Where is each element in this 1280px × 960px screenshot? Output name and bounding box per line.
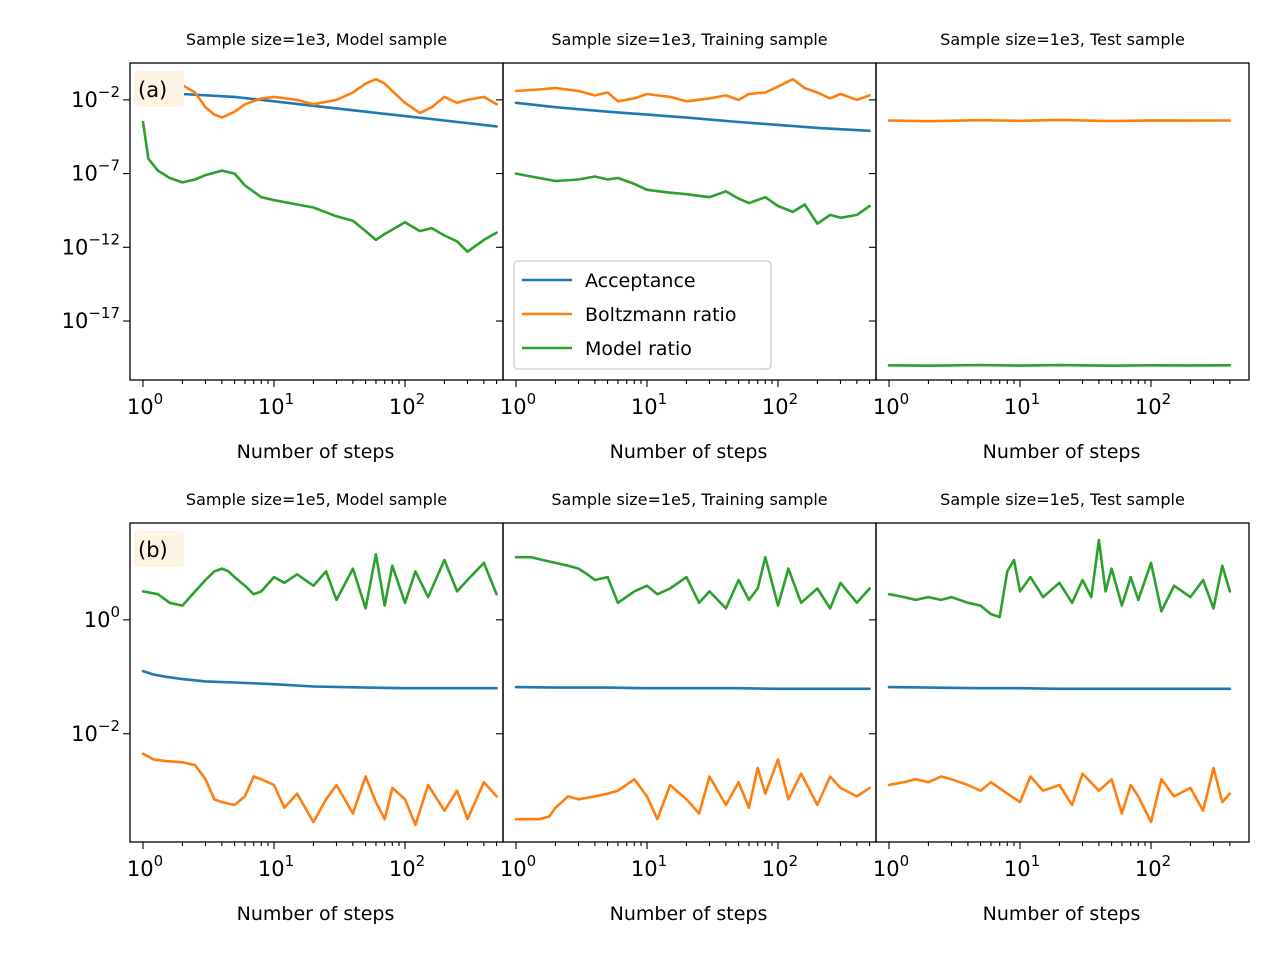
- panel-a3: 100 101 102 Sample size=1e3, Test sample Num…: [869, 30, 1250, 463]
- series-line-acceptance: [514, 685, 871, 691]
- x-tick-label: 101: [631, 390, 667, 419]
- axes-frame: [502, 522, 877, 843]
- series-line-boltzmann-ratio: [887, 118, 1232, 123]
- series-group: [141, 553, 498, 827]
- series-line-model-ratio: [141, 553, 498, 610]
- series-line-model-ratio: [514, 172, 871, 225]
- series-line-model-ratio: [514, 555, 871, 610]
- x-tick-label: 100: [500, 390, 536, 419]
- x-tick-label: 100: [500, 852, 536, 881]
- panel-b3: 100 101 102 Sample size=1e5, Test sample Num…: [869, 490, 1250, 925]
- x-tick-label: 102: [1135, 390, 1171, 419]
- axes-frame: [129, 62, 504, 381]
- panel-a1: 100 101 102 10−2 10−7 10−12 10−17 Sample size=1…: [62, 30, 504, 463]
- panel-title: Sample size=1e5, Training sample: [551, 490, 827, 509]
- legend-box: [513, 260, 772, 370]
- panel-label-box: [134, 531, 184, 567]
- axes-frame: [875, 522, 1250, 843]
- x-tick-label: 102: [389, 390, 425, 419]
- legend-entry: Boltzmann ratio: [585, 304, 736, 326]
- x-axis-label: Number of steps: [983, 903, 1141, 925]
- panel-a2: 100 101 102 Sample size=1e3, Training sampl…: [496, 30, 877, 463]
- series-group: [514, 77, 871, 225]
- series-group: [887, 118, 1232, 367]
- series-line-model-ratio: [141, 120, 498, 253]
- y-tick-label: 10−7: [71, 157, 120, 186]
- x-tick-label: 102: [389, 852, 425, 881]
- x-tick-label: 100: [873, 852, 909, 881]
- y-tick-label: 10−17: [62, 304, 120, 333]
- legend-entry: Model ratio: [585, 338, 692, 360]
- x-tick-label: 101: [631, 852, 667, 881]
- panel-label-box: [134, 71, 184, 107]
- panel-title: Sample size=1e5, Model sample: [186, 490, 447, 509]
- series-group: [514, 555, 871, 821]
- x-tick-label: 102: [762, 852, 798, 881]
- axes-frame: [129, 522, 504, 843]
- legend: Acceptance Boltzmann ratio Model ratio: [513, 260, 772, 370]
- panel-b1: 100 101 102 100 10−2 Sample size=1e5, Model s…: [71, 490, 504, 925]
- panel-title: Sample size=1e3, Test sample: [940, 30, 1185, 49]
- panel-title: Sample size=1e5, Test sample: [940, 490, 1185, 509]
- series-line-acceptance: [514, 101, 871, 133]
- series-line-acceptance: [141, 89, 498, 128]
- panel-b2: 100 101 102 Sample size=1e5, Training sampl…: [496, 490, 877, 925]
- series-line-acceptance: [141, 669, 498, 690]
- x-axis-label: Number of steps: [983, 441, 1141, 463]
- series-line-boltzmann-ratio: [514, 758, 871, 821]
- series-line-model-ratio: [887, 363, 1232, 367]
- x-tick-label: 100: [127, 390, 163, 419]
- y-tick-label: 10−2: [71, 83, 120, 112]
- panel-label: (a): [138, 78, 167, 102]
- x-tick-label: 100: [873, 390, 909, 419]
- x-tick-label: 101: [1004, 852, 1040, 881]
- y-tick-label: 10−12: [62, 230, 120, 259]
- panel-title: Sample size=1e3, Model sample: [186, 30, 447, 49]
- x-tick-label: 102: [762, 390, 798, 419]
- x-axis-label: Number of steps: [237, 441, 395, 463]
- x-tick-label: 102: [1135, 852, 1171, 881]
- series-line-boltzmann-ratio: [181, 77, 498, 119]
- x-tick-label: 101: [1004, 390, 1040, 419]
- panel-label: (b): [138, 538, 168, 562]
- x-axis-label: Number of steps: [237, 903, 395, 925]
- y-tick-label: 10−2: [71, 717, 120, 746]
- series-line-boltzmann-ratio: [887, 766, 1232, 824]
- x-tick-label: 101: [258, 390, 294, 419]
- panel-title: Sample size=1e3, Training sample: [551, 30, 827, 49]
- series-line-boltzmann-ratio: [514, 77, 871, 103]
- axes-frame: [875, 62, 1250, 381]
- series-group: [141, 77, 498, 253]
- series-line-boltzmann-ratio: [141, 752, 498, 827]
- x-axis-label: Number of steps: [610, 441, 768, 463]
- series-group: [887, 538, 1232, 824]
- series-line-acceptance: [887, 685, 1232, 691]
- x-tick-label: 100: [127, 852, 163, 881]
- series-line-model-ratio: [887, 538, 1232, 619]
- y-tick-label: 100: [84, 603, 120, 632]
- x-axis-label: Number of steps: [610, 903, 768, 925]
- x-tick-label: 101: [258, 852, 294, 881]
- legend-entry: Acceptance: [585, 270, 696, 292]
